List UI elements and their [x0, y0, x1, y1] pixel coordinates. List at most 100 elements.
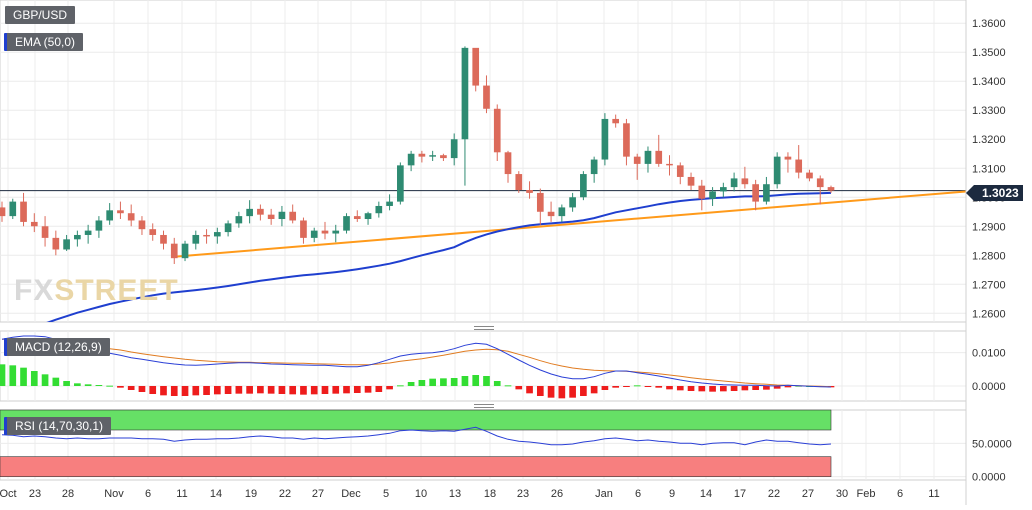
watermark-fx: FX [14, 274, 55, 307]
macd-bar-negative [343, 386, 350, 394]
x-tick-label: 19 [245, 488, 257, 500]
candle-down [257, 208, 264, 215]
candle-down [321, 230, 329, 234]
y-tick-label: 1.3500 [972, 47, 1006, 59]
candle-up [569, 197, 576, 208]
macd-bar-positive [407, 382, 415, 386]
macd-bar-negative [763, 386, 770, 390]
x-tick-label: 6 [635, 488, 641, 500]
x-tick-label: 27 [312, 488, 324, 500]
macd-bar-negative [558, 386, 566, 399]
macd-legend[interactable]: MACD (12,26,9) [4, 338, 110, 356]
macd-bar-positive [440, 378, 447, 386]
x-tick-label: 5 [383, 488, 389, 500]
x-tick-label: 30 [836, 488, 848, 500]
macd-bar-negative [181, 386, 189, 396]
macd-bar-negative [536, 386, 544, 396]
x-tick-label: Dec [341, 488, 361, 500]
macd-bar-negative [353, 386, 361, 393]
candle-down [827, 187, 835, 191]
macd-bar-positive [20, 367, 27, 386]
x-tick-label: 22 [279, 488, 291, 500]
x-tick-label: 28 [62, 488, 74, 500]
candle-down [418, 153, 426, 157]
candle-up [386, 201, 393, 206]
candle-down [170, 243, 178, 259]
macd-bar-positive [472, 375, 480, 386]
current-price-badge: 1.3023 [966, 185, 1023, 201]
macd-bar-negative [289, 386, 297, 395]
macd-bar-negative [235, 386, 243, 394]
candle-up [74, 234, 81, 240]
candle-down [655, 150, 663, 164]
macd-bar-positive [483, 376, 490, 386]
macd-bar-negative [655, 386, 663, 388]
candle-down [20, 201, 27, 222]
candle-down [547, 211, 555, 217]
macd-bar-negative [644, 386, 652, 387]
macd-bar-negative [515, 386, 523, 390]
macd-bar-positive [84, 384, 92, 386]
candle-up [590, 159, 598, 175]
candle-up [644, 150, 652, 164]
candle-up [224, 223, 232, 233]
candle-down [300, 220, 307, 238]
macd-bar-positive [106, 385, 113, 387]
candle-down [795, 159, 803, 173]
candle-up [332, 230, 340, 234]
candle-up [310, 230, 318, 238]
candle-down [138, 220, 146, 230]
candle-down [41, 226, 49, 238]
candle-down [612, 118, 620, 124]
x-tick-label: 27 [802, 488, 814, 500]
macd-bar-negative [246, 386, 253, 394]
macd-bar-positive [493, 381, 501, 386]
macd-bar-negative [278, 386, 286, 394]
candle-down [687, 176, 695, 186]
candle-down [526, 190, 533, 193]
symbol-label[interactable]: GBP/USD [5, 6, 76, 24]
macd-bar-negative [773, 386, 781, 389]
macd-main-line [1, 335, 832, 388]
candle-down [536, 192, 544, 212]
macd-bar-positive [0, 364, 6, 386]
x-tick-label: 14 [210, 488, 222, 500]
macd-bar-negative [160, 386, 167, 396]
y-tick-label: 1.2800 [972, 250, 1006, 262]
x-tick-label: Oct [0, 488, 17, 500]
x-tick-label: 23 [29, 488, 41, 500]
macd-bar-positive [504, 385, 512, 387]
macd-bar-negative [623, 386, 630, 387]
macd-bar-negative [612, 386, 620, 388]
macd-bar-positive [397, 385, 404, 387]
rsi-y-tick-label: 50.0000 [972, 438, 1012, 450]
ema-legend[interactable]: EMA (50,0) [4, 33, 84, 51]
macd-bar-negative [580, 386, 587, 396]
candle-down [203, 234, 210, 237]
x-tick-label: 13 [449, 488, 461, 500]
candle-up [364, 213, 372, 220]
rsi-legend[interactable]: RSI (14,70,30,1) [4, 417, 112, 435]
x-tick-label: 6 [897, 488, 903, 500]
candle-down [30, 221, 38, 227]
macd-bar-negative [127, 386, 135, 390]
candle-up [773, 156, 781, 185]
y-tick-label: 1.2900 [972, 221, 1006, 233]
candle-down [160, 234, 167, 244]
pane-resize-handle[interactable] [474, 329, 494, 330]
pane-resize-handle[interactable] [474, 404, 494, 405]
y-tick-label: 1.3300 [972, 105, 1006, 117]
candle-up [95, 220, 103, 231]
candle-up [181, 243, 189, 259]
pane-resize-handle[interactable] [474, 326, 494, 327]
candle-up [278, 211, 286, 220]
candle-up [235, 216, 243, 224]
pane-resize-handle[interactable] [474, 407, 494, 408]
candle-down [267, 214, 275, 220]
candle-down [816, 178, 824, 188]
macd-bar-positive [41, 374, 49, 386]
macd-bar-negative [170, 386, 178, 396]
candle-up [763, 184, 770, 202]
macd-bar-negative [601, 386, 609, 390]
